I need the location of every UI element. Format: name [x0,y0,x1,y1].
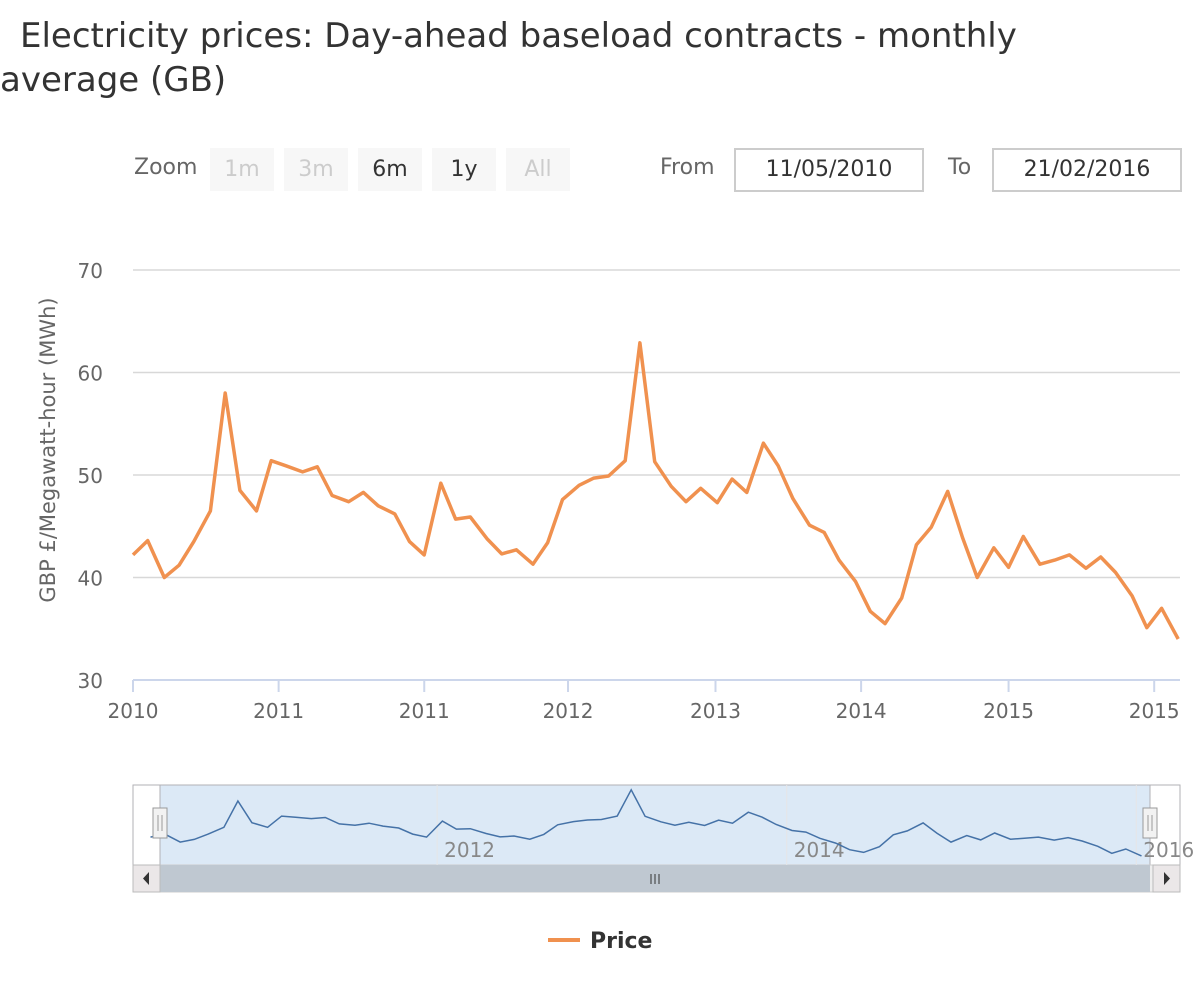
y-tick-label: 30 [78,669,103,693]
zoom-button[interactable]: All [506,148,570,191]
legend-label[interactable]: Price [590,929,652,954]
navigator-selection[interactable] [159,784,1151,866]
handle-grip [1147,815,1153,831]
x-tick-label: 2011 [399,699,450,723]
arrow-left [143,872,149,885]
y-tick-label: 60 [78,362,103,386]
navigator-line [150,788,1142,857]
y-tick-label: 50 [78,464,103,488]
zoom-button[interactable]: 3m [284,148,348,191]
y-axis-title: GBP £/Megawatt-hour (MWh) [36,297,60,602]
x-tick-label: 2011 [253,699,304,723]
x-tick-label: 2015 [983,699,1034,723]
x-tick-label: 2013 [690,699,741,723]
navigator-handle[interactable] [1142,807,1158,839]
zoom-button[interactable]: 1m [210,148,274,191]
scrollbar-grip [650,874,660,884]
from-label: From [660,155,715,180]
navigator-tick-label: 2014 [794,838,845,862]
from-input[interactable]: 11/05/2010 [734,148,924,192]
chart-title: Electricity prices: Day-ahead baseload c… [0,16,1017,100]
navigator-tick-label: 2016 [1143,838,1194,862]
zoom-label: Zoom [134,155,198,180]
zoom-button[interactable]: 6m [358,148,422,191]
to-input[interactable]: 21/02/2016 [992,148,1182,192]
y-tick-label: 70 [78,259,103,283]
scrollbar-left[interactable] [132,864,161,893]
navigator-tick-label: 2012 [444,838,495,862]
x-tick-label: 2014 [836,699,887,723]
price-line [131,341,1180,640]
x-tick-label: 2010 [108,699,159,723]
x-tick-label: 2015 [1129,699,1180,723]
x-tick-label: 2012 [543,699,594,723]
arrow-right [1164,872,1170,885]
y-tick-label: 40 [78,567,103,591]
navigator-handle[interactable] [152,807,168,839]
to-label: To [948,155,972,180]
handle-grip [157,815,163,831]
zoom-button[interactable]: 1y [432,148,496,191]
